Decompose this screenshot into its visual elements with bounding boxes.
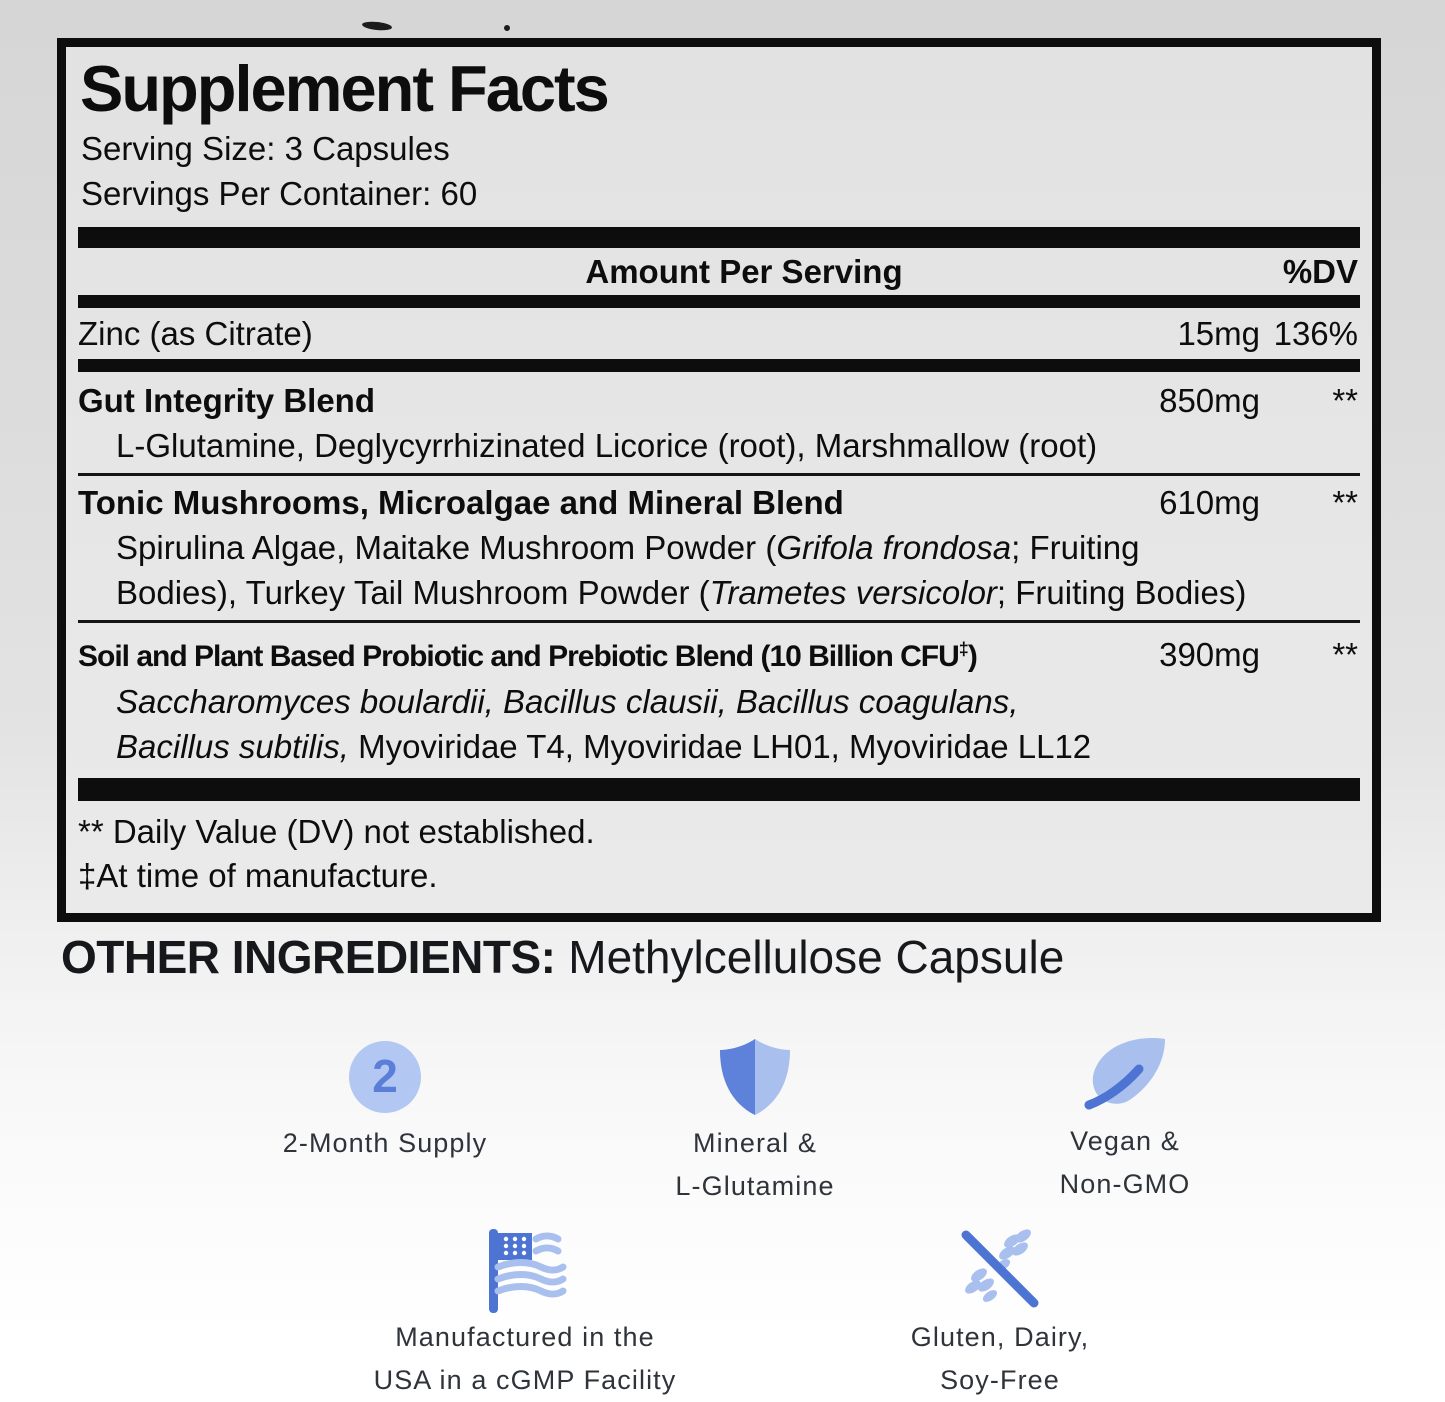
zinc-row: Zinc (as Citrate) 15mg 136%	[78, 308, 1360, 359]
two-month-supply-icon: 2	[349, 1041, 421, 1113]
blend-amount: 610mg	[1159, 483, 1260, 521]
blend-ingredients: Bacillus subtilis, Myoviridae T4, Myovir…	[78, 724, 1360, 769]
latin-name: Bacillus subtilis,	[116, 727, 349, 765]
icon-box: 2	[215, 1032, 555, 1122]
blend-row-probiotic-prebiotic: Soil and Plant Based Probiotic and Prebi…	[78, 627, 1360, 679]
badge-label: Manufactured in the	[395, 1322, 655, 1352]
divider-rule	[78, 619, 1360, 623]
supplement-facts-panel: Supplement Facts Serving Size: 3 Capsule…	[57, 38, 1381, 922]
zinc-name: Zinc (as Citrate)	[78, 314, 313, 352]
badge-made-in-usa: Manufactured in the USA in a cGMP Facili…	[355, 1226, 695, 1402]
divider-bar-thick	[78, 226, 1360, 248]
blend-name-text: Soil and Plant Based Probiotic and Prebi…	[78, 639, 960, 673]
dagger-mark: ‡	[958, 638, 969, 659]
divider-rule	[78, 472, 1360, 476]
divider-bar	[78, 294, 1360, 308]
blend-amount: 390mg	[1159, 635, 1260, 673]
badge-label: Mineral &	[693, 1128, 817, 1158]
divider-bar-thick	[78, 777, 1360, 801]
other-ingredients: OTHER INGREDIENTS: Methylcellulose Capsu…	[61, 930, 1064, 984]
icon-box	[830, 1226, 1170, 1316]
badge-label: Gluten, Dairy,	[910, 1322, 1090, 1352]
blend-ingredients: Saccharomyces boulardii, Bacillus clausi…	[116, 682, 1019, 720]
crossed-wheat-icon	[961, 1229, 1039, 1308]
blend-ingredients: L-Glutamine, Deglycyrrhizinated Licorice…	[116, 426, 1098, 464]
ingredient-text: Spirulina Algae, Maitake Mushroom Powder…	[116, 528, 777, 566]
badge-allergen-free: Gluten, Dairy, Soy-Free	[830, 1226, 1170, 1402]
badge-label: L-Glutamine	[675, 1171, 835, 1201]
usa-flag-icon	[489, 1229, 567, 1313]
cropped-text-remnant	[361, 20, 393, 32]
ingredient-text: ; Fruiting Bodies)	[996, 573, 1247, 611]
zinc-dv: 136%	[1273, 314, 1358, 352]
blend-ingredients: Bodies), Turkey Tail Mushroom Powder (Tr…	[78, 570, 1360, 615]
badge-label: Soy-Free	[940, 1365, 1060, 1395]
cropped-text-remnant	[504, 25, 510, 31]
badge-vegan-non-gmo: Vegan & Non-GMO	[955, 1030, 1295, 1206]
servings-per-container: Servings Per Container: 60	[81, 174, 478, 212]
blend-name: Soil and Plant Based Probiotic and Prebi…	[78, 627, 1110, 679]
footnote-manufacture: ‡At time of manufacture.	[78, 856, 438, 894]
shield-icon	[720, 1039, 790, 1115]
icon-box	[355, 1226, 695, 1316]
column-header-row: Amount Per Serving %DV	[78, 248, 1360, 295]
icon-box	[955, 1030, 1295, 1120]
leaf-icon	[1084, 1038, 1165, 1110]
badge-number: 2	[372, 1050, 398, 1102]
zinc-amount: 15mg	[1177, 314, 1260, 352]
badge-label: Vegan &	[1070, 1126, 1180, 1156]
blend-name-text: )	[967, 639, 978, 673]
latin-name: Grifola frondosa	[776, 528, 1012, 566]
badge-label: 2-Month Supply	[282, 1128, 488, 1158]
serving-size: Serving Size: 3 Capsules	[81, 129, 450, 167]
badge-label: USA in a cGMP Facility	[373, 1365, 677, 1395]
badge-mineral-glutamine: Mineral & L-Glutamine	[585, 1032, 925, 1208]
blend-dv: **	[1332, 381, 1358, 419]
footnotes: ** Daily Value (DV) not established. ‡At…	[78, 810, 1360, 898]
other-ingredients-value: Methylcellulose Capsule	[568, 931, 1065, 983]
panel-title: Supplement Facts	[80, 52, 610, 125]
ingredient-text: ; Fruiting	[1011, 528, 1140, 566]
other-ingredients-label: OTHER INGREDIENTS:	[61, 931, 556, 983]
ingredient-text: Myoviridae T4, Myoviridae LH01, Myovirid…	[348, 727, 1092, 765]
amount-per-serving-header: Amount Per Serving	[585, 252, 903, 290]
blend-name: Tonic Mushrooms, Microalgae and Mineral …	[78, 483, 844, 521]
blend-ingredients: Spirulina Algae, Maitake Mushroom Powder…	[78, 525, 1360, 570]
blend-dv: **	[1332, 483, 1358, 521]
blend-name: Gut Integrity Blend	[78, 381, 375, 419]
divider-bar	[78, 358, 1360, 372]
blend-row-tonic-mushrooms: Tonic Mushrooms, Microalgae and Mineral …	[78, 480, 1360, 525]
latin-name: Trametes versicolor	[709, 573, 997, 611]
badge-two-month-supply: 2 2-Month Supply	[215, 1032, 555, 1165]
blend-row-gut-integrity: Gut Integrity Blend 850mg **	[78, 378, 1360, 423]
dv-header: %DV	[1282, 252, 1358, 290]
ingredient-text: Bodies), Turkey Tail Mushroom Powder (	[116, 573, 710, 611]
blend-dv: **	[1332, 635, 1358, 673]
icon-box	[585, 1032, 925, 1122]
badge-label: Non-GMO	[1059, 1169, 1191, 1199]
blend-amount: 850mg	[1159, 381, 1260, 419]
footnote-dv: ** Daily Value (DV) not established.	[78, 812, 595, 850]
